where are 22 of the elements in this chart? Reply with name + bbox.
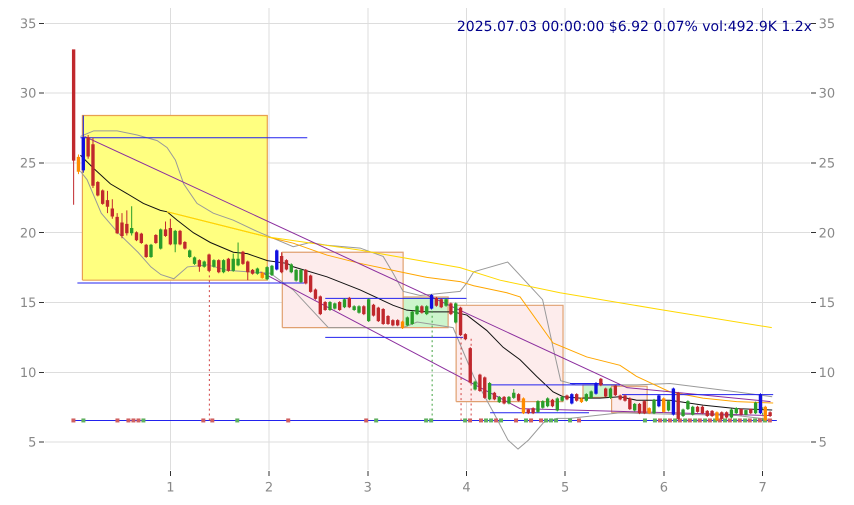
x-tick-label: 7 (758, 480, 767, 496)
y-tick-label: 5 (28, 436, 36, 451)
y2-tick-label: 10 (818, 366, 836, 381)
y2-tick-label: 20 (818, 226, 836, 242)
x-tick-label: 5 (561, 480, 570, 496)
y-tick-label: 20 (20, 226, 36, 242)
y2-tick-label: 25 (818, 156, 836, 172)
y-tick-label: 15 (20, 296, 36, 312)
x-tick-label: 3 (364, 480, 372, 496)
x-tick-label: 6 (660, 480, 668, 496)
y-tick-label: 35 (20, 16, 36, 32)
y2-tick-label: 15 (818, 296, 836, 312)
y-tick-label: 25 (20, 156, 36, 172)
x-tick-label: 4 (462, 480, 471, 496)
y-tick-label: 10 (20, 366, 36, 381)
y-tick-label: 30 (20, 86, 36, 102)
y2-tick-label: 5 (818, 436, 827, 451)
text: 2025.07.03 00:00:00 $6.92 0.07% vol:492.9K 1.2x (456, 18, 812, 35)
y2-tick-label: 35 (818, 16, 836, 32)
y2-tick-label: 30 (818, 86, 836, 102)
x-tick-label: 1 (166, 480, 174, 496)
x-tick-label: 2 (264, 480, 274, 496)
